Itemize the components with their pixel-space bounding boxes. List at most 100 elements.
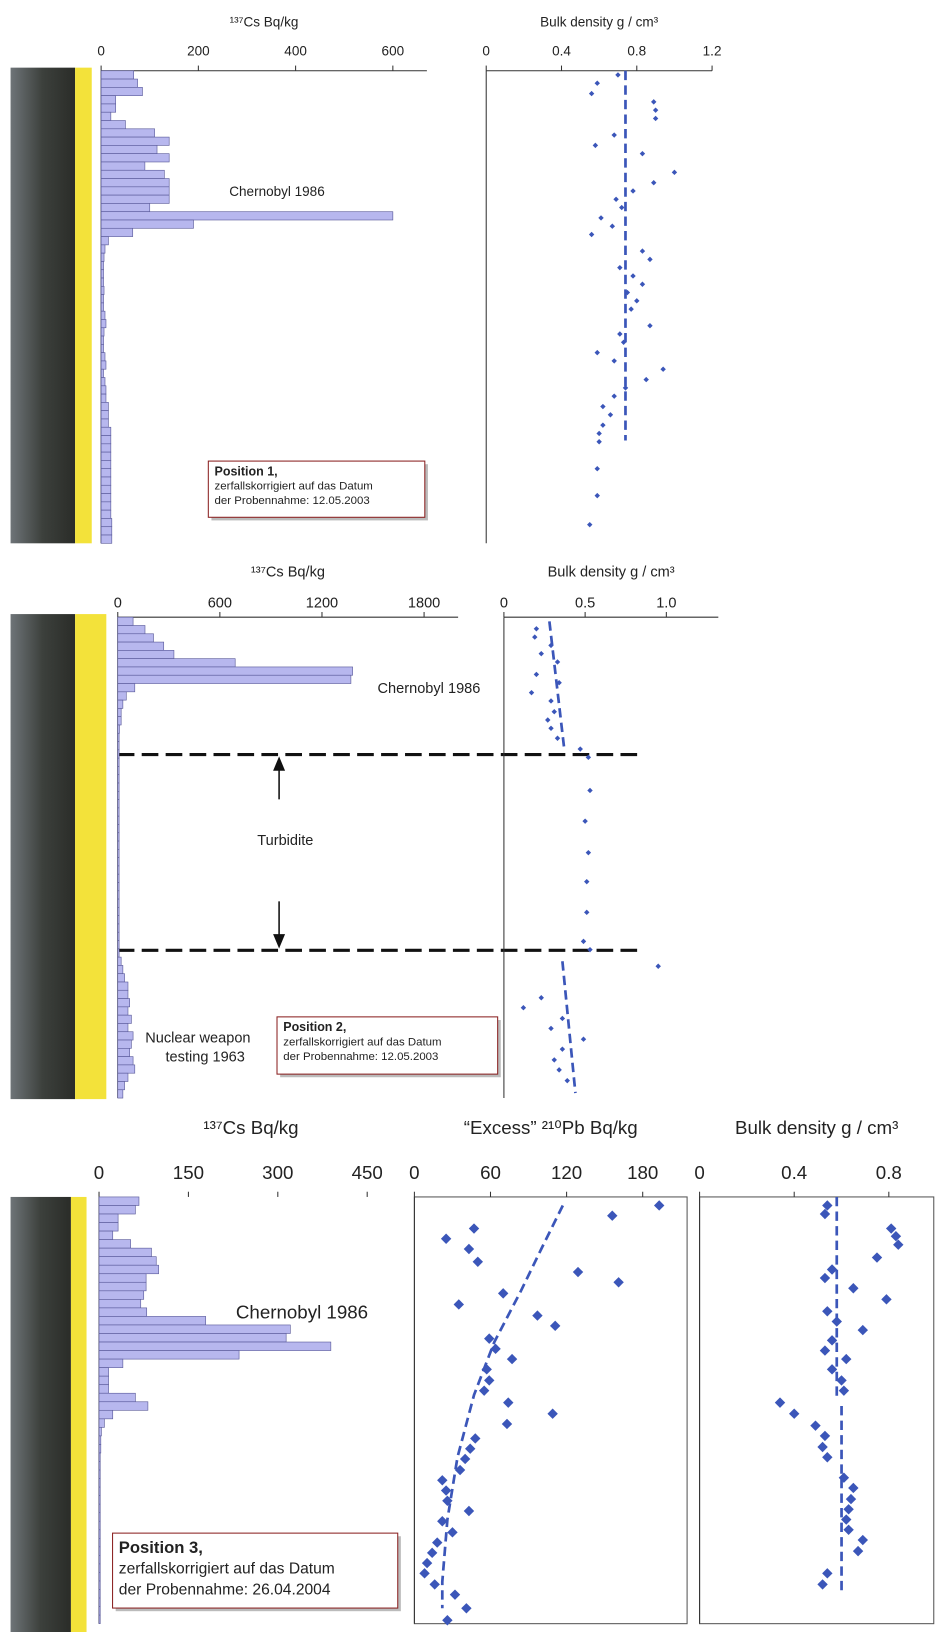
- data-point: [572, 1266, 584, 1278]
- bar: [117, 691, 127, 701]
- data-point: [630, 188, 636, 194]
- data-point: [463, 1243, 475, 1255]
- data-point: [836, 1375, 847, 1386]
- x-tick-label: 150: [173, 1162, 204, 1183]
- bar: [98, 1546, 101, 1556]
- data-point: [437, 1516, 448, 1527]
- bar: [98, 1196, 140, 1206]
- x-tick-label: 0.4: [552, 44, 571, 59]
- data-point: [810, 1420, 821, 1431]
- data-point: [819, 1272, 831, 1284]
- data-point: [545, 717, 551, 723]
- bar: [98, 1367, 109, 1377]
- data-point: [437, 1475, 448, 1486]
- data-point: [651, 179, 657, 186]
- arrow-head: [273, 756, 286, 771]
- data-point: [587, 946, 593, 953]
- panel: Bulk density g / cm³ 0 0.5 1.0: [500, 564, 719, 1099]
- bar: [98, 1324, 291, 1334]
- bar: [100, 128, 155, 138]
- bar: [100, 244, 106, 254]
- data-point: [613, 1277, 624, 1288]
- data-point: [647, 256, 653, 263]
- bar: [100, 319, 107, 329]
- bar: [98, 1597, 101, 1607]
- axis-title: ¹³⁷Cs Bq/kg: [203, 1117, 298, 1138]
- data-point: [598, 215, 604, 221]
- bar: [98, 1589, 101, 1599]
- data-point: [819, 1208, 831, 1220]
- bar: [117, 766, 120, 776]
- bar: [98, 1222, 119, 1232]
- data-point: [465, 1443, 476, 1454]
- bar: [100, 460, 112, 470]
- bar: [117, 940, 120, 950]
- data-point: [551, 1057, 557, 1063]
- bar: [117, 716, 122, 726]
- bar: [100, 435, 112, 445]
- data-point: [538, 650, 544, 657]
- data-point: [442, 1495, 453, 1506]
- bar: [117, 616, 134, 626]
- data-point: [559, 1015, 566, 1022]
- data-point: [613, 196, 619, 202]
- bar: [117, 989, 129, 999]
- bar: [117, 658, 236, 668]
- data-point: [564, 1077, 570, 1084]
- bar: [98, 1555, 101, 1565]
- bar: [98, 1469, 101, 1479]
- bar: [100, 111, 112, 121]
- data-point: [501, 1418, 513, 1430]
- data-point: [447, 1527, 458, 1538]
- bar: [98, 1418, 105, 1428]
- ruler: [70, 1196, 87, 1632]
- bar: [100, 286, 105, 295]
- x-tick-label: 1200: [306, 596, 338, 612]
- bar: [98, 1358, 124, 1368]
- bar: [98, 1444, 102, 1454]
- data-point: [554, 659, 561, 665]
- data-point: [596, 430, 602, 437]
- data-point: [843, 1504, 854, 1515]
- data-point: [826, 1335, 838, 1346]
- bar: [100, 236, 109, 246]
- bar: [100, 136, 170, 146]
- data-point: [429, 1579, 440, 1590]
- core-photos: [10, 67, 107, 1632]
- x-tick-label: 400: [284, 44, 307, 59]
- bar: [117, 1023, 129, 1033]
- data-point: [440, 1485, 452, 1496]
- bar: [100, 476, 112, 486]
- note-title: Position 2,: [283, 1020, 346, 1034]
- data-point: [826, 1364, 838, 1375]
- bar: [98, 1435, 102, 1445]
- data-point: [582, 818, 588, 824]
- bar: [117, 807, 120, 817]
- bar: [98, 1205, 136, 1215]
- bar: [98, 1503, 101, 1514]
- annotation: Chernobyl 1986: [378, 681, 481, 697]
- data-point: [426, 1547, 438, 1559]
- data-point: [556, 1067, 562, 1073]
- data-point: [831, 1316, 842, 1327]
- bar: [117, 1064, 136, 1074]
- bar: [98, 1580, 101, 1590]
- data-point: [817, 1579, 828, 1590]
- bar: [100, 227, 134, 237]
- data-point: [484, 1333, 495, 1344]
- bar: [100, 294, 104, 304]
- data-point: [639, 281, 646, 287]
- bar: [100, 219, 194, 229]
- bar: [98, 1290, 145, 1300]
- data-point: [845, 1493, 857, 1505]
- bar: [117, 708, 122, 718]
- data-point: [848, 1283, 859, 1294]
- data-point: [468, 1223, 480, 1234]
- data-point: [885, 1223, 897, 1234]
- data-point: [826, 1264, 838, 1275]
- data-point: [556, 679, 562, 686]
- data-point: [819, 1430, 831, 1442]
- note-line: zerfallskorrigiert auf das Datum: [215, 481, 373, 493]
- data-point: [881, 1294, 892, 1305]
- bar: [100, 103, 117, 113]
